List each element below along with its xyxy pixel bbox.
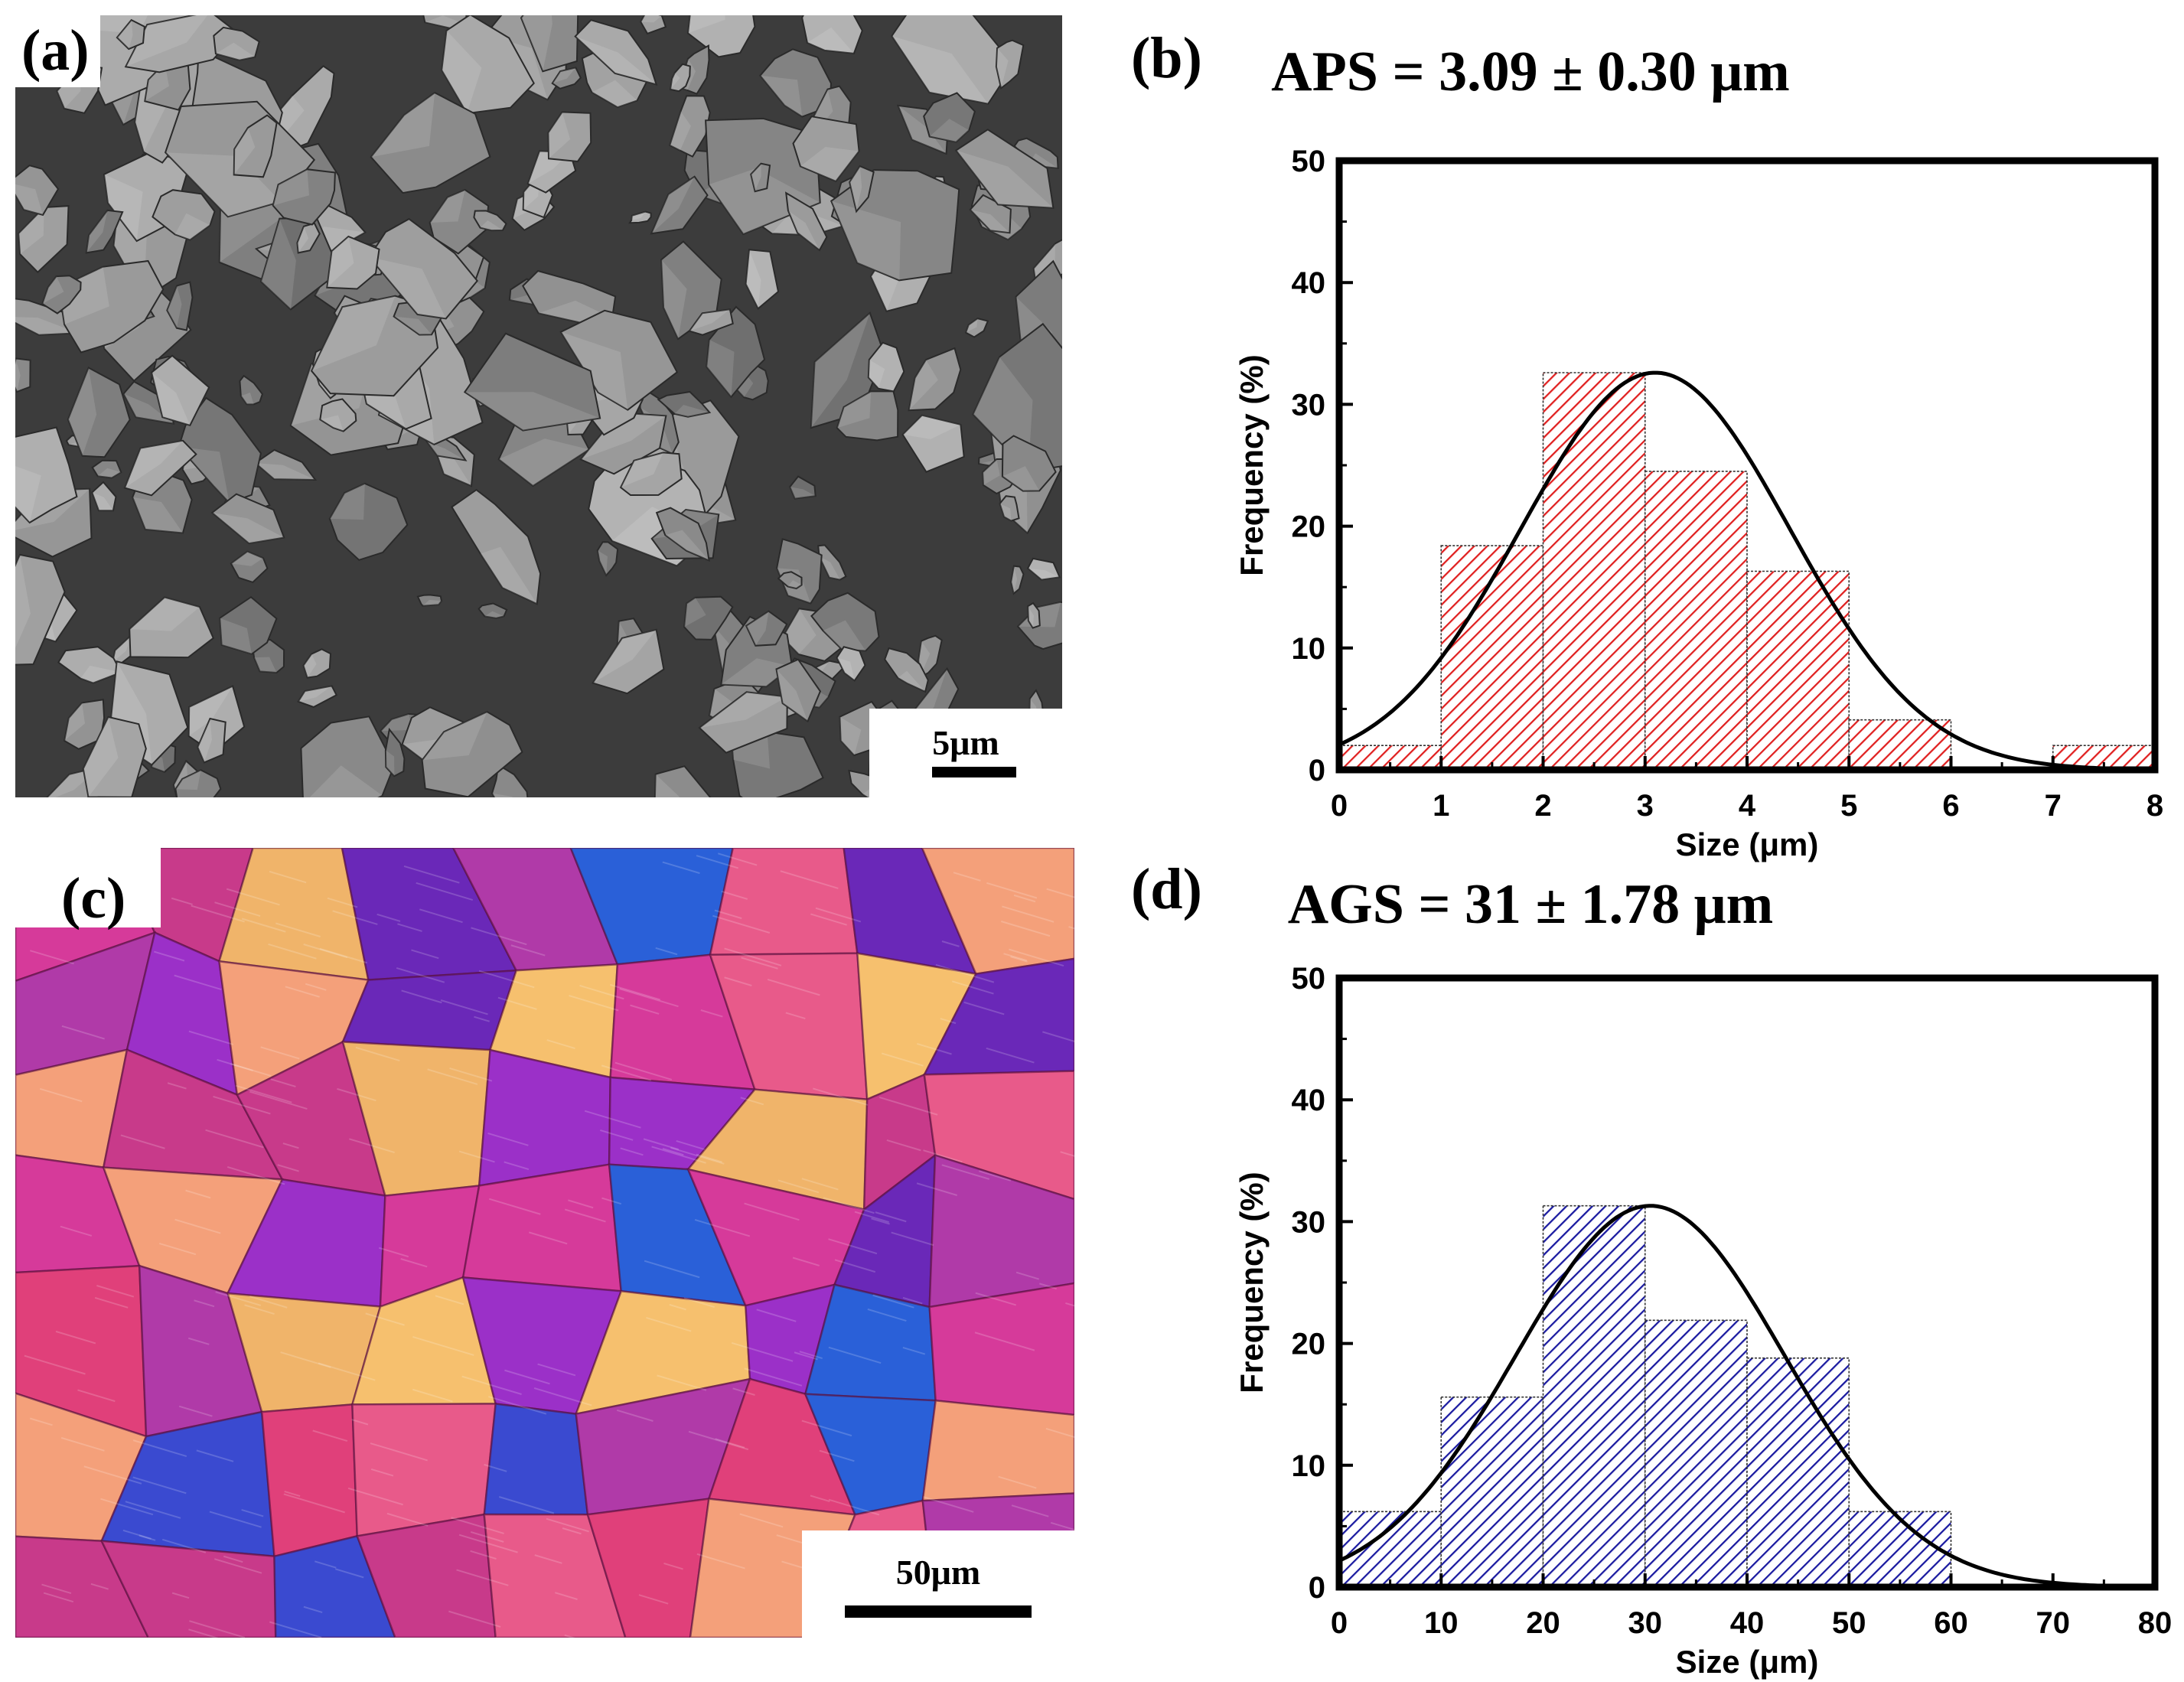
y-axis-label: Frequency (%) xyxy=(1234,1172,1270,1393)
x-tick-label: 40 xyxy=(1730,1606,1765,1640)
grain xyxy=(262,1404,357,1556)
grain xyxy=(710,848,857,955)
x-tick-label: 0 xyxy=(1331,1606,1348,1640)
histogram-bar xyxy=(1441,1397,1543,1587)
x-axis-label: Size (μm) xyxy=(1676,826,1819,862)
x-tick-label: 0 xyxy=(1331,789,1348,823)
grain xyxy=(484,1404,588,1515)
x-tick-label: 10 xyxy=(1424,1606,1459,1640)
panel-label-c: (c) xyxy=(15,848,161,927)
x-tick-label: 2 xyxy=(1534,789,1551,823)
x-tick-label: 70 xyxy=(2036,1606,2071,1640)
y-tick-label: 10 xyxy=(1292,632,1326,666)
y-tick-label: 30 xyxy=(1292,1205,1326,1239)
y-tick-label: 30 xyxy=(1292,388,1326,422)
histogram-bar xyxy=(1747,1358,1849,1587)
grain-structure-image xyxy=(15,848,1074,1638)
y-axis-label: Frequency (%) xyxy=(1234,354,1270,575)
y-tick-label: 50 xyxy=(1292,962,1326,996)
y-tick-label: 10 xyxy=(1292,1449,1326,1483)
histogram-bar xyxy=(1645,471,1747,770)
x-tick-label: 30 xyxy=(1628,1606,1663,1640)
x-tick-label: 60 xyxy=(1934,1606,1968,1640)
histogram-bar xyxy=(1339,1511,1441,1587)
x-tick-label: 8 xyxy=(2147,789,2163,823)
scale-bar-box-c: 50μm xyxy=(802,1530,1074,1638)
histogram-bar xyxy=(1849,1511,1951,1587)
x-axis-label: Size (μm) xyxy=(1676,1644,1819,1680)
histogram-bar xyxy=(1747,572,1849,770)
y-tick-label: 20 xyxy=(1292,1328,1326,1361)
x-tick-label: 3 xyxy=(1637,789,1654,823)
grain xyxy=(343,970,517,1050)
y-tick-label: 40 xyxy=(1292,1084,1326,1117)
x-tick-label: 4 xyxy=(1739,789,1756,823)
histogram-d: 0 10 20 30 40 50 60 70 80 0 10 20 30 40 50 Size (μm) Fre… xyxy=(1224,963,2173,1682)
scale-bar-a xyxy=(932,767,1016,777)
grain xyxy=(463,1165,621,1292)
x-tick-label: 5 xyxy=(1840,789,1857,823)
panel-label-a: (a) xyxy=(15,15,100,87)
grain xyxy=(930,1283,1074,1415)
sem-particles-image xyxy=(15,15,1062,797)
histogram-bar xyxy=(1645,1320,1747,1587)
histogram-bar xyxy=(1543,1206,1645,1587)
y-tick-label: 0 xyxy=(1309,1571,1325,1605)
grain xyxy=(923,1400,1074,1501)
chart-title-d: AGS = 31 ± 1.78 μm xyxy=(1064,872,1997,937)
optical-micrograph xyxy=(15,848,1074,1638)
x-tick-label: 6 xyxy=(1942,789,1959,823)
x-tick-label: 50 xyxy=(1832,1606,1866,1640)
x-tick-label: 1 xyxy=(1433,789,1449,823)
histogram-b: 0 1 2 3 4 5 6 7 8 0 10 20 30 40 50 Size (μm) Frequency (… xyxy=(1224,145,2173,865)
x-tick-label: 20 xyxy=(1526,1606,1560,1640)
y-tick-label: 0 xyxy=(1309,754,1325,787)
scale-bar-label-c: 50μm xyxy=(802,1552,1074,1592)
y-tick-label: 40 xyxy=(1292,266,1326,300)
chart-title-b: APS = 3.09 ± 0.30 μm xyxy=(1064,40,1997,105)
histogram-bar xyxy=(1543,373,1645,770)
scale-bar-label-a: 5μm xyxy=(869,722,1062,763)
x-tick-label: 80 xyxy=(2138,1606,2173,1640)
y-tick-label: 20 xyxy=(1292,510,1326,544)
scale-bar-box-a: 5μm xyxy=(869,709,1062,797)
y-tick-label: 50 xyxy=(1292,145,1326,178)
scale-bar-c xyxy=(845,1605,1032,1618)
x-tick-label: 7 xyxy=(2045,789,2062,823)
sem-micrograph xyxy=(15,15,1062,797)
